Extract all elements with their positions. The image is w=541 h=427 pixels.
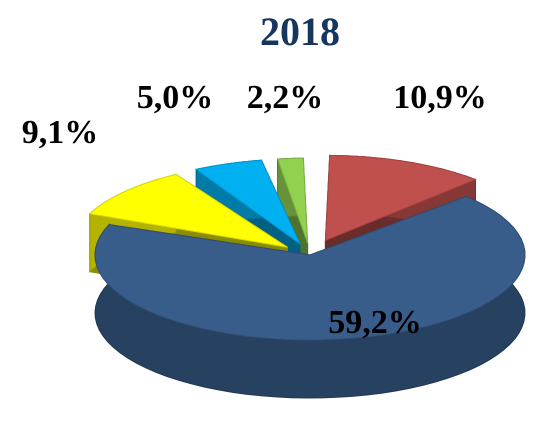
data-label: 9,1% xyxy=(22,114,99,151)
data-label: 2,2% xyxy=(247,79,324,116)
data-label: 10,9% xyxy=(393,79,487,116)
slice xyxy=(88,173,288,248)
chart-title: 2018 xyxy=(260,9,340,54)
data-label: 59,2% xyxy=(328,304,422,341)
slice xyxy=(276,157,309,244)
pie xyxy=(88,154,526,399)
data-label: 5,0% xyxy=(137,79,214,116)
slice xyxy=(94,196,526,341)
slice xyxy=(324,154,477,242)
slice xyxy=(194,159,302,246)
